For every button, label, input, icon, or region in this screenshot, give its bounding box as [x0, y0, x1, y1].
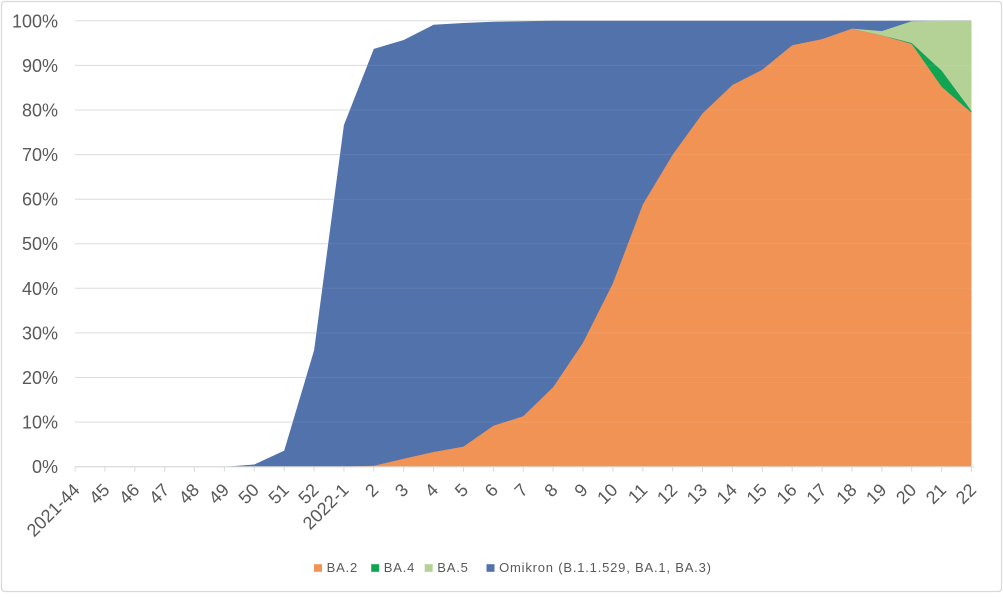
- svg-text:40%: 40%: [22, 279, 58, 299]
- svg-text:20%: 20%: [22, 368, 58, 388]
- svg-text:60%: 60%: [22, 190, 58, 210]
- svg-text:0%: 0%: [32, 457, 58, 477]
- svg-text:BA.4: BA.4: [384, 560, 415, 575]
- svg-text:BA.5: BA.5: [437, 560, 468, 575]
- svg-text:80%: 80%: [22, 101, 58, 121]
- svg-text:BA.2: BA.2: [327, 560, 358, 575]
- svg-text:100%: 100%: [12, 11, 58, 31]
- svg-text:70%: 70%: [22, 145, 58, 165]
- svg-text:10%: 10%: [22, 413, 58, 433]
- svg-text:Omikron (B.1.1.529, BA.1, BA.3: Omikron (B.1.1.529, BA.1, BA.3): [499, 560, 712, 575]
- svg-text:50%: 50%: [22, 234, 58, 254]
- svg-text:30%: 30%: [22, 323, 58, 343]
- svg-text:90%: 90%: [22, 56, 58, 76]
